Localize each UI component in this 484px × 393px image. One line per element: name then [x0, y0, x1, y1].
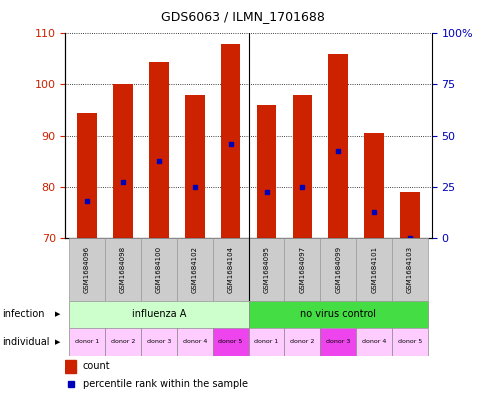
Text: percentile rank within the sample: percentile rank within the sample	[82, 379, 247, 389]
Bar	[184, 95, 204, 238]
Text: GSM1684097: GSM1684097	[299, 246, 305, 293]
Text: donor 5: donor 5	[218, 340, 242, 344]
Text: GSM1684099: GSM1684099	[334, 246, 341, 293]
Bar	[248, 301, 427, 328]
Text: GSM1684102: GSM1684102	[191, 246, 197, 293]
Bar	[320, 238, 356, 301]
Text: GSM1684095: GSM1684095	[263, 246, 269, 293]
Bar	[149, 61, 168, 238]
Text: donor 3: donor 3	[325, 340, 350, 344]
Bar	[220, 44, 240, 238]
Bar	[212, 238, 248, 301]
Text: donor 2: donor 2	[110, 340, 135, 344]
Bar	[140, 328, 176, 356]
Bar	[356, 238, 392, 301]
Text: donor 3: donor 3	[146, 340, 171, 344]
Text: GDS6063 / ILMN_1701688: GDS6063 / ILMN_1701688	[160, 10, 324, 23]
Text: count: count	[82, 361, 110, 371]
Bar	[284, 238, 320, 301]
Bar	[356, 328, 392, 356]
Bar	[77, 112, 97, 238]
Bar	[105, 328, 140, 356]
Text: GSM1684096: GSM1684096	[84, 246, 90, 293]
Bar	[292, 95, 312, 238]
Bar	[69, 238, 105, 301]
Bar	[248, 328, 284, 356]
Bar	[392, 328, 427, 356]
Bar	[140, 238, 176, 301]
Text: donor 2: donor 2	[289, 340, 314, 344]
Bar	[105, 238, 140, 301]
Text: GSM1684098: GSM1684098	[120, 246, 126, 293]
Bar	[69, 328, 105, 356]
Text: GSM1684100: GSM1684100	[155, 246, 162, 293]
Text: no virus control: no virus control	[300, 309, 376, 320]
Text: ▶: ▶	[54, 339, 60, 345]
Text: influenza A: influenza A	[131, 309, 186, 320]
Text: GSM1684104: GSM1684104	[227, 246, 233, 293]
Bar	[176, 328, 212, 356]
Bar	[320, 328, 356, 356]
Text: infection: infection	[2, 309, 45, 320]
Bar	[176, 238, 212, 301]
Text: GSM1684103: GSM1684103	[406, 246, 412, 293]
Text: donor 4: donor 4	[361, 340, 386, 344]
Text: GSM1684101: GSM1684101	[370, 246, 377, 293]
Text: ▶: ▶	[54, 311, 60, 318]
Bar	[284, 328, 320, 356]
Bar	[69, 301, 248, 328]
Bar	[363, 133, 383, 238]
Text: donor 1: donor 1	[254, 340, 278, 344]
Text: donor 1: donor 1	[75, 340, 99, 344]
Bar	[399, 192, 419, 238]
Text: individual: individual	[2, 337, 50, 347]
Bar	[212, 328, 248, 356]
Bar	[113, 84, 133, 238]
Text: donor 4: donor 4	[182, 340, 207, 344]
Bar	[256, 105, 276, 238]
Bar	[328, 54, 348, 238]
Bar	[392, 238, 427, 301]
Bar	[65, 360, 76, 373]
Bar	[248, 238, 284, 301]
Text: donor 5: donor 5	[397, 340, 422, 344]
